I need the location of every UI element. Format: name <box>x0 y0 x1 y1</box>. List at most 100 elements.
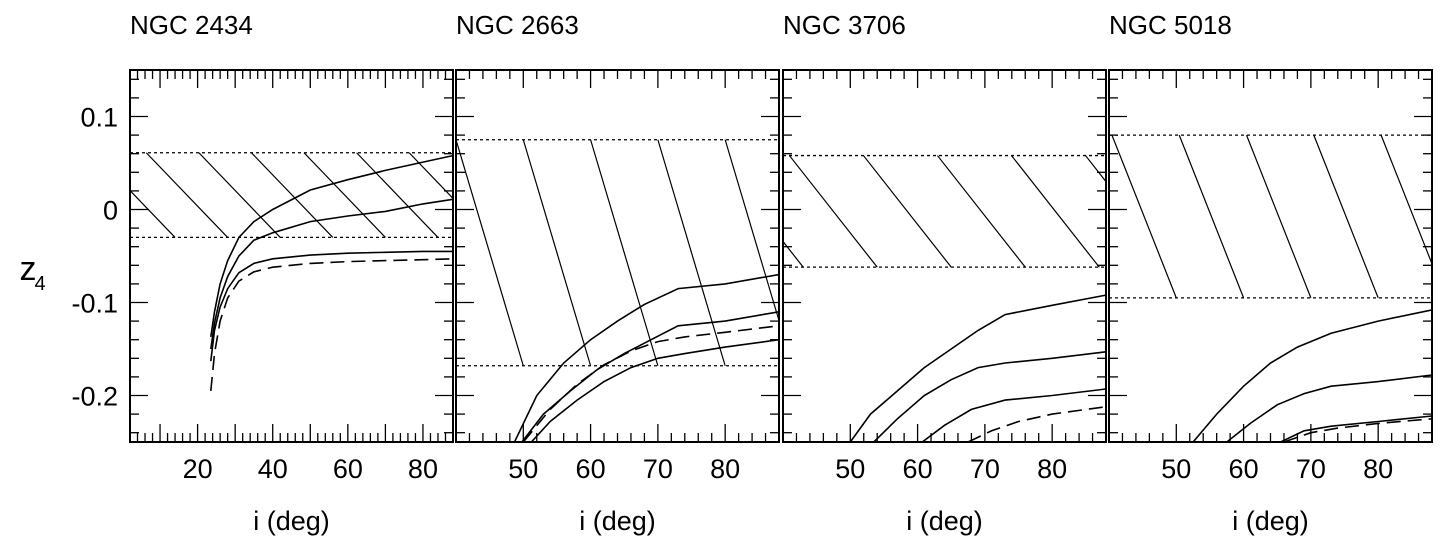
series-line-3 <box>1280 415 1432 442</box>
hatch-line <box>843 135 907 298</box>
series-line-2 <box>1226 374 1432 442</box>
x-tick-label: 40 <box>258 454 288 484</box>
x-tick-label: 50 <box>1161 454 1191 484</box>
series-line-4 <box>210 258 453 391</box>
series-line-1 <box>513 273 779 442</box>
x-axis-label: i (deg) <box>253 506 330 536</box>
series-group <box>513 273 779 442</box>
hatch-line <box>927 140 994 366</box>
series-line-2 <box>210 198 453 350</box>
hatch-line <box>977 135 1041 298</box>
hatch-line <box>1380 134 1432 266</box>
hatch-line <box>1085 155 1106 183</box>
y-axis-label-subscript: 4 <box>34 273 45 295</box>
x-tick-label: 70 <box>970 454 1000 484</box>
hatch-line <box>937 155 1026 268</box>
series-line-2 <box>873 351 1106 442</box>
panel-3: NGC 3706 50 60 70 80 i (deg) <box>493 10 1396 536</box>
x-axis-label: i (deg) <box>1232 506 1309 536</box>
panel-frame <box>782 69 1107 443</box>
hatch-line <box>187 140 254 366</box>
panel-title: NGC 3706 <box>783 10 906 40</box>
hatched-band <box>843 134 1455 299</box>
series-line-2 <box>521 311 779 442</box>
x-tick-label: 50 <box>508 454 538 484</box>
hatched-band <box>187 139 994 367</box>
hatch-line <box>1011 155 1100 268</box>
hatch-line <box>1111 134 1177 299</box>
series-group <box>210 154 453 391</box>
hatch-line <box>1245 134 1312 299</box>
hatch-line <box>408 152 453 200</box>
hatch-line <box>641 156 729 268</box>
x-tick-label: 50 <box>835 454 865 484</box>
panel-1: NGC 2434 20 40 60 80 i (deg) -0.2 -0.1 0 0.1 <box>0 10 595 536</box>
ticks <box>455 70 780 442</box>
series-group <box>1192 309 1432 442</box>
x-tick-label: 20 <box>183 454 213 484</box>
hatch-line <box>493 156 581 268</box>
hatched-band <box>0 152 595 239</box>
ticks <box>1108 70 1433 442</box>
series-line-1 <box>210 154 453 338</box>
hatch-line <box>514 153 595 238</box>
hatch-line <box>456 139 524 366</box>
hatch-line <box>356 152 439 238</box>
hatch-line <box>1313 134 1379 299</box>
panel-frame <box>1108 69 1433 443</box>
hatch-line <box>590 139 659 366</box>
series-line-4 <box>967 405 1106 442</box>
series-line-1 <box>1192 309 1432 442</box>
series-line-3 <box>921 388 1106 442</box>
hatch-line <box>788 155 878 268</box>
hatch-line <box>1160 156 1248 268</box>
panel-2: NGC 2663 50 60 70 80 i (deg) <box>187 10 994 536</box>
series-line-3 <box>522 325 779 442</box>
panel-4: NGC 5018 50 60 70 80 i (deg) <box>843 10 1455 536</box>
hatch-line <box>724 139 779 323</box>
x-tick-label: 70 <box>643 454 673 484</box>
panel-frame <box>129 69 454 443</box>
y-tick-label: -0.2 <box>71 382 118 412</box>
ticks <box>782 70 1107 442</box>
panel-title: NGC 2434 <box>130 10 253 40</box>
x-tick-label: 60 <box>1229 454 1259 484</box>
x-axis-label: i (deg) <box>906 506 983 536</box>
series-line-4 <box>1283 418 1432 442</box>
series-line-3 <box>210 250 453 362</box>
hatch-line <box>1109 296 1110 298</box>
hatch-line <box>783 240 804 268</box>
hatch-line <box>130 189 176 238</box>
hatch-line <box>0 153 17 238</box>
y-axis-label-z: z <box>20 250 37 288</box>
hatch-line <box>254 140 321 366</box>
ticks <box>129 70 454 442</box>
hatch-line <box>1234 156 1322 268</box>
hatch-line <box>198 152 281 238</box>
x-tick-label: 80 <box>408 454 438 484</box>
hatch-line <box>1308 156 1396 268</box>
x-axis-label: i (deg) <box>579 506 656 536</box>
hatch-line <box>1178 134 1245 299</box>
hatch-line <box>251 152 334 238</box>
hatch-line <box>910 135 974 298</box>
hatch-line <box>792 140 859 366</box>
hatch-line <box>657 139 726 366</box>
hatch-line <box>1448 135 1455 298</box>
hatch-line <box>860 140 927 366</box>
hatch-line <box>145 152 229 238</box>
series-group <box>849 294 1106 442</box>
x-tick-label: 60 <box>576 454 606 484</box>
x-tick-label: 70 <box>1296 454 1326 484</box>
x-tick-label: 60 <box>903 454 933 484</box>
panel-title: NGC 5018 <box>1109 10 1232 40</box>
hatch-line <box>862 155 952 268</box>
series-line-1 <box>849 294 1106 442</box>
panel-frame <box>455 69 780 443</box>
x-tick-label: 80 <box>1363 454 1393 484</box>
panel-title: NGC 2663 <box>456 10 579 40</box>
y-tick-label: 0.1 <box>80 103 118 133</box>
hatched-band <box>493 154 1396 268</box>
